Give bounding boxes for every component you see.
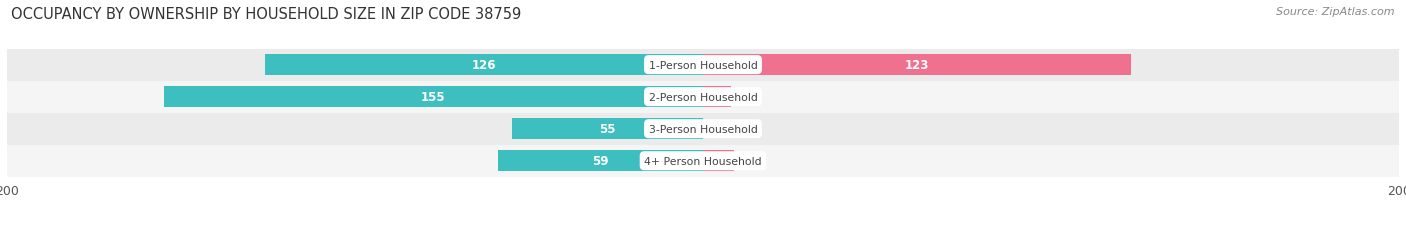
Text: 9: 9 [748, 155, 756, 167]
Text: 155: 155 [420, 91, 446, 104]
Text: OCCUPANCY BY OWNERSHIP BY HOUSEHOLD SIZE IN ZIP CODE 38759: OCCUPANCY BY OWNERSHIP BY HOUSEHOLD SIZE… [11, 7, 522, 22]
Bar [703, 151, 734, 171]
Bar [703, 87, 731, 108]
Bar [703, 55, 1130, 76]
Bar [264, 55, 703, 76]
Text: 123: 123 [905, 59, 929, 72]
Bar [7, 81, 1399, 113]
Text: 4+ Person Household: 4+ Person Household [644, 156, 762, 166]
Bar [498, 151, 703, 171]
Bar [512, 119, 703, 140]
Text: 8: 8 [745, 91, 754, 104]
Text: 59: 59 [592, 155, 609, 167]
Text: 126: 126 [471, 59, 496, 72]
Bar [7, 145, 1399, 177]
Bar [163, 87, 703, 108]
Bar [7, 113, 1399, 145]
Text: 0: 0 [717, 123, 725, 136]
Text: Source: ZipAtlas.com: Source: ZipAtlas.com [1277, 7, 1395, 17]
Text: 2-Person Household: 2-Person Household [648, 92, 758, 102]
Text: 1-Person Household: 1-Person Household [648, 60, 758, 70]
Text: 55: 55 [599, 123, 616, 136]
Bar [7, 49, 1399, 81]
Text: 3-Person Household: 3-Person Household [648, 124, 758, 134]
